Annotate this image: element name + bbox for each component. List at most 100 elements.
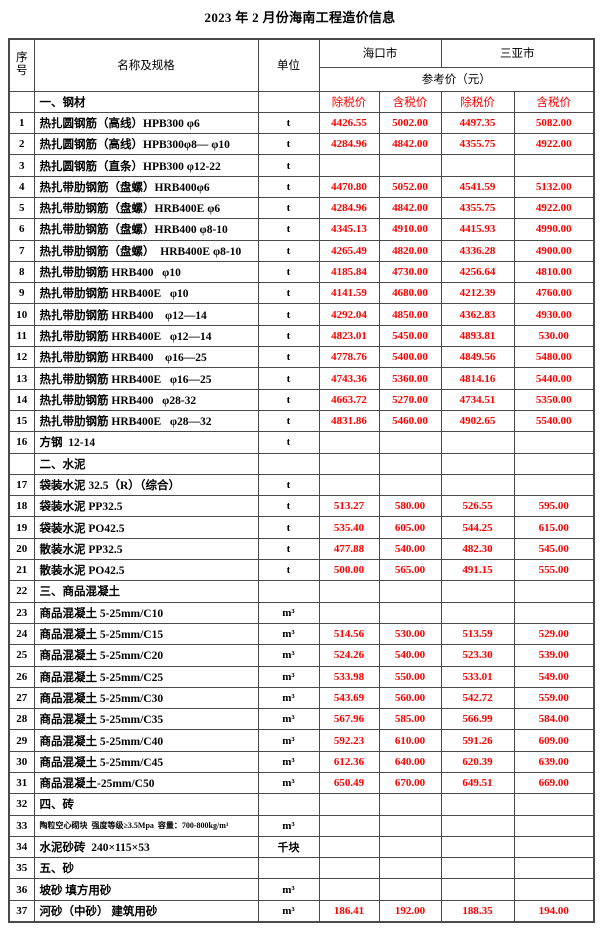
table-row: 30 商品混凝土 5-25mm/C45 m³ 612.36 640.00 620.39 63…: [8, 750, 595, 774]
name-cell: 热扎带肋钢筋 HRB400E φ10: [33, 282, 259, 305]
seq-cell: 27: [8, 686, 35, 710]
haikou-inctax-cell: 585.00: [378, 708, 442, 731]
sanya-extax-cell: 4415.93: [440, 218, 515, 241]
haikou-inctax-cell: 640.00: [378, 750, 442, 774]
haikou-inctax-cell: 670.00: [378, 771, 442, 795]
unit-cell: [257, 580, 320, 603]
sanya-extax-cell: 533.01: [440, 665, 515, 688]
header-row-cities: 序号 名称及规格 单位 海口市 三亚市: [8, 38, 595, 92]
unit-cell: m³: [257, 899, 320, 923]
haikou-inctax-cell: 4842.00: [378, 196, 442, 220]
haikou-extax-cell: 612.36: [318, 750, 380, 774]
haikou-inctax-cell: 5460.00: [378, 409, 442, 433]
name-cell: 商品混凝土 5-25mm/C30: [33, 686, 259, 710]
unit-cell: [257, 857, 320, 880]
table-row: 21 散装水泥 PO42.5 t 500.00 565.00 491.15 555.00: [8, 559, 595, 582]
name-cell: 袋装水泥 PP32.5: [33, 495, 259, 518]
haikou-inctax-cell: [378, 857, 442, 880]
seq-cell: 16: [8, 431, 35, 454]
sanya-extax-cell: 542.72: [440, 686, 515, 710]
unit-cell: m³: [257, 878, 320, 901]
unit-cell: t: [257, 175, 320, 198]
seq-cell: 24: [8, 622, 35, 646]
sanya-extax-cell: 4849.56: [440, 346, 515, 369]
sanya-inctax-cell: 4760.00: [513, 282, 595, 305]
header-city-sanya: 三亚市: [440, 38, 595, 68]
sanya-inctax-cell: 5132.00: [513, 175, 595, 198]
labels-row: 一、钢材 除税价 含税价 除税价 含税价: [8, 90, 595, 113]
name-cell: 三、商品混凝土: [33, 580, 259, 603]
unit-cell: m³: [257, 644, 320, 667]
sanya-extax-cell: 4497.35: [440, 111, 515, 135]
table-row: 37 河砂（中砂） 建筑用砂 m³ 186.41 192.00 188.35 194.00: [8, 899, 595, 923]
unit-cell: [257, 793, 320, 816]
sanya-extax-cell: 513.59: [440, 622, 515, 646]
name-cell: 坡砂 填方用砂: [33, 878, 259, 901]
sanya-extax-cell: 526.55: [440, 495, 515, 518]
table-row: 5 热扎带肋钢筋（盘螺）HRB400E φ6 t 4284.96 4842.00 4355…: [8, 196, 595, 220]
haikou-extax-cell: 4265.49: [318, 239, 380, 262]
haikou-extax-cell: 535.40: [318, 516, 380, 539]
sanya-extax-cell: 482.30: [440, 537, 515, 561]
table-row: 12 热扎带肋钢筋 HRB400 φ16—25 t 4778.76 5400.00 484…: [8, 346, 595, 369]
name-cell: 一、钢材: [33, 90, 259, 113]
sanya-extax-cell: [440, 580, 515, 603]
unit-cell: m³: [257, 729, 320, 752]
sanya-inctax-cell: 639.00: [513, 750, 595, 774]
name-cell: 热扎带肋钢筋 HRB400E φ16—25: [33, 367, 259, 390]
table-row: 26 商品混凝土 5-25mm/C25 m³ 533.98 550.00 533.01 54…: [8, 665, 595, 688]
sanya-extax-cell: [440, 857, 515, 880]
haikou-extax-cell: 533.98: [318, 665, 380, 688]
sanya-extax-cell: [440, 601, 515, 624]
unit-cell: t: [257, 324, 320, 348]
sanya-inctax-cell: 615.00: [513, 516, 595, 539]
unit-cell: t: [257, 218, 320, 241]
name-cell: 热扎圆钢筋（直条）HPB300 φ12-22: [33, 154, 259, 177]
name-cell: 袋装水泥 32.5（R）（综合）: [33, 473, 259, 497]
name-cell: 散装水泥 PO42.5: [33, 559, 259, 582]
name-cell: 热扎带肋钢筋 HRB400E φ12—14: [33, 324, 259, 348]
unit-cell: t: [257, 133, 320, 156]
name-cell: 商品混凝土 5-25mm/C35: [33, 708, 259, 731]
haikou-extax-cell: 4743.36: [318, 367, 380, 390]
haikou-extax-cell: [318, 431, 380, 454]
haikou-extax-cell: 513.27: [318, 495, 380, 518]
seq-cell: 5: [8, 196, 35, 220]
sanya-inctax-cell: 529.00: [513, 622, 595, 646]
name-cell: 热扎带肋钢筋 HRB400E φ28—32: [33, 409, 259, 433]
sanya-inctax-cell: 669.00: [513, 771, 595, 795]
table-row: 34 水泥砂砖 240×115×53 千块: [8, 835, 595, 859]
sanya-inctax-cell: 4930.00: [513, 303, 595, 326]
unit-cell: t: [257, 431, 320, 454]
name-cell: 热扎带肋钢筋（盘螺） HRB400E φ8-10: [33, 239, 259, 262]
haikou-extax-cell: 4284.96: [318, 133, 380, 156]
unit-cell: 千块: [257, 835, 320, 859]
sanya-inctax-cell: 194.00: [513, 899, 595, 923]
sanya-inctax-cell: [513, 452, 595, 475]
sanya-inctax-cell: 539.00: [513, 644, 595, 667]
haikou-inctax-cell: 4850.00: [378, 303, 442, 326]
seq-cell: 28: [8, 708, 35, 731]
seq-cell: 32: [8, 793, 35, 816]
sanya-inctax-cell: 4810.00: [513, 260, 595, 284]
name-cell: 陶粒空心砌块 强度等级≥3.5Mpa 容量：700-800kg/m³: [33, 814, 259, 837]
sanya-inctax-cell: 4990.00: [513, 218, 595, 241]
unit-cell: m³: [257, 665, 320, 688]
sanya-inctax-cell: [513, 601, 595, 624]
header-city-haikou: 海口市: [318, 38, 442, 68]
sanya-inctax-cell: 5480.00: [513, 346, 595, 369]
seq-cell: 13: [8, 367, 35, 390]
sanya-extax-cell: [440, 473, 515, 497]
table-row: 20 散装水泥 PP32.5 t 477.88 540.00 482.30 545.00: [8, 537, 595, 561]
name-cell: 热扎带肋钢筋 HRB400 φ16—25: [33, 346, 259, 369]
haikou-inctax-cell: 5400.00: [378, 346, 442, 369]
seq-cell: 36: [8, 878, 35, 901]
header-ref-price: 参考价（元）: [318, 66, 595, 92]
name-cell: 热扎带肋钢筋 HRB400 φ10: [33, 260, 259, 284]
sanya-extax-cell: [440, 431, 515, 454]
sanya-extax-cell: 4336.28: [440, 239, 515, 262]
unit-cell: t: [257, 473, 320, 497]
seq-cell: 20: [8, 537, 35, 561]
sanya-inctax-cell: 4922.00: [513, 133, 595, 156]
table-row: 25 商品混凝土 5-25mm/C20 m³ 524.26 540.00 523.30 53…: [8, 644, 595, 667]
